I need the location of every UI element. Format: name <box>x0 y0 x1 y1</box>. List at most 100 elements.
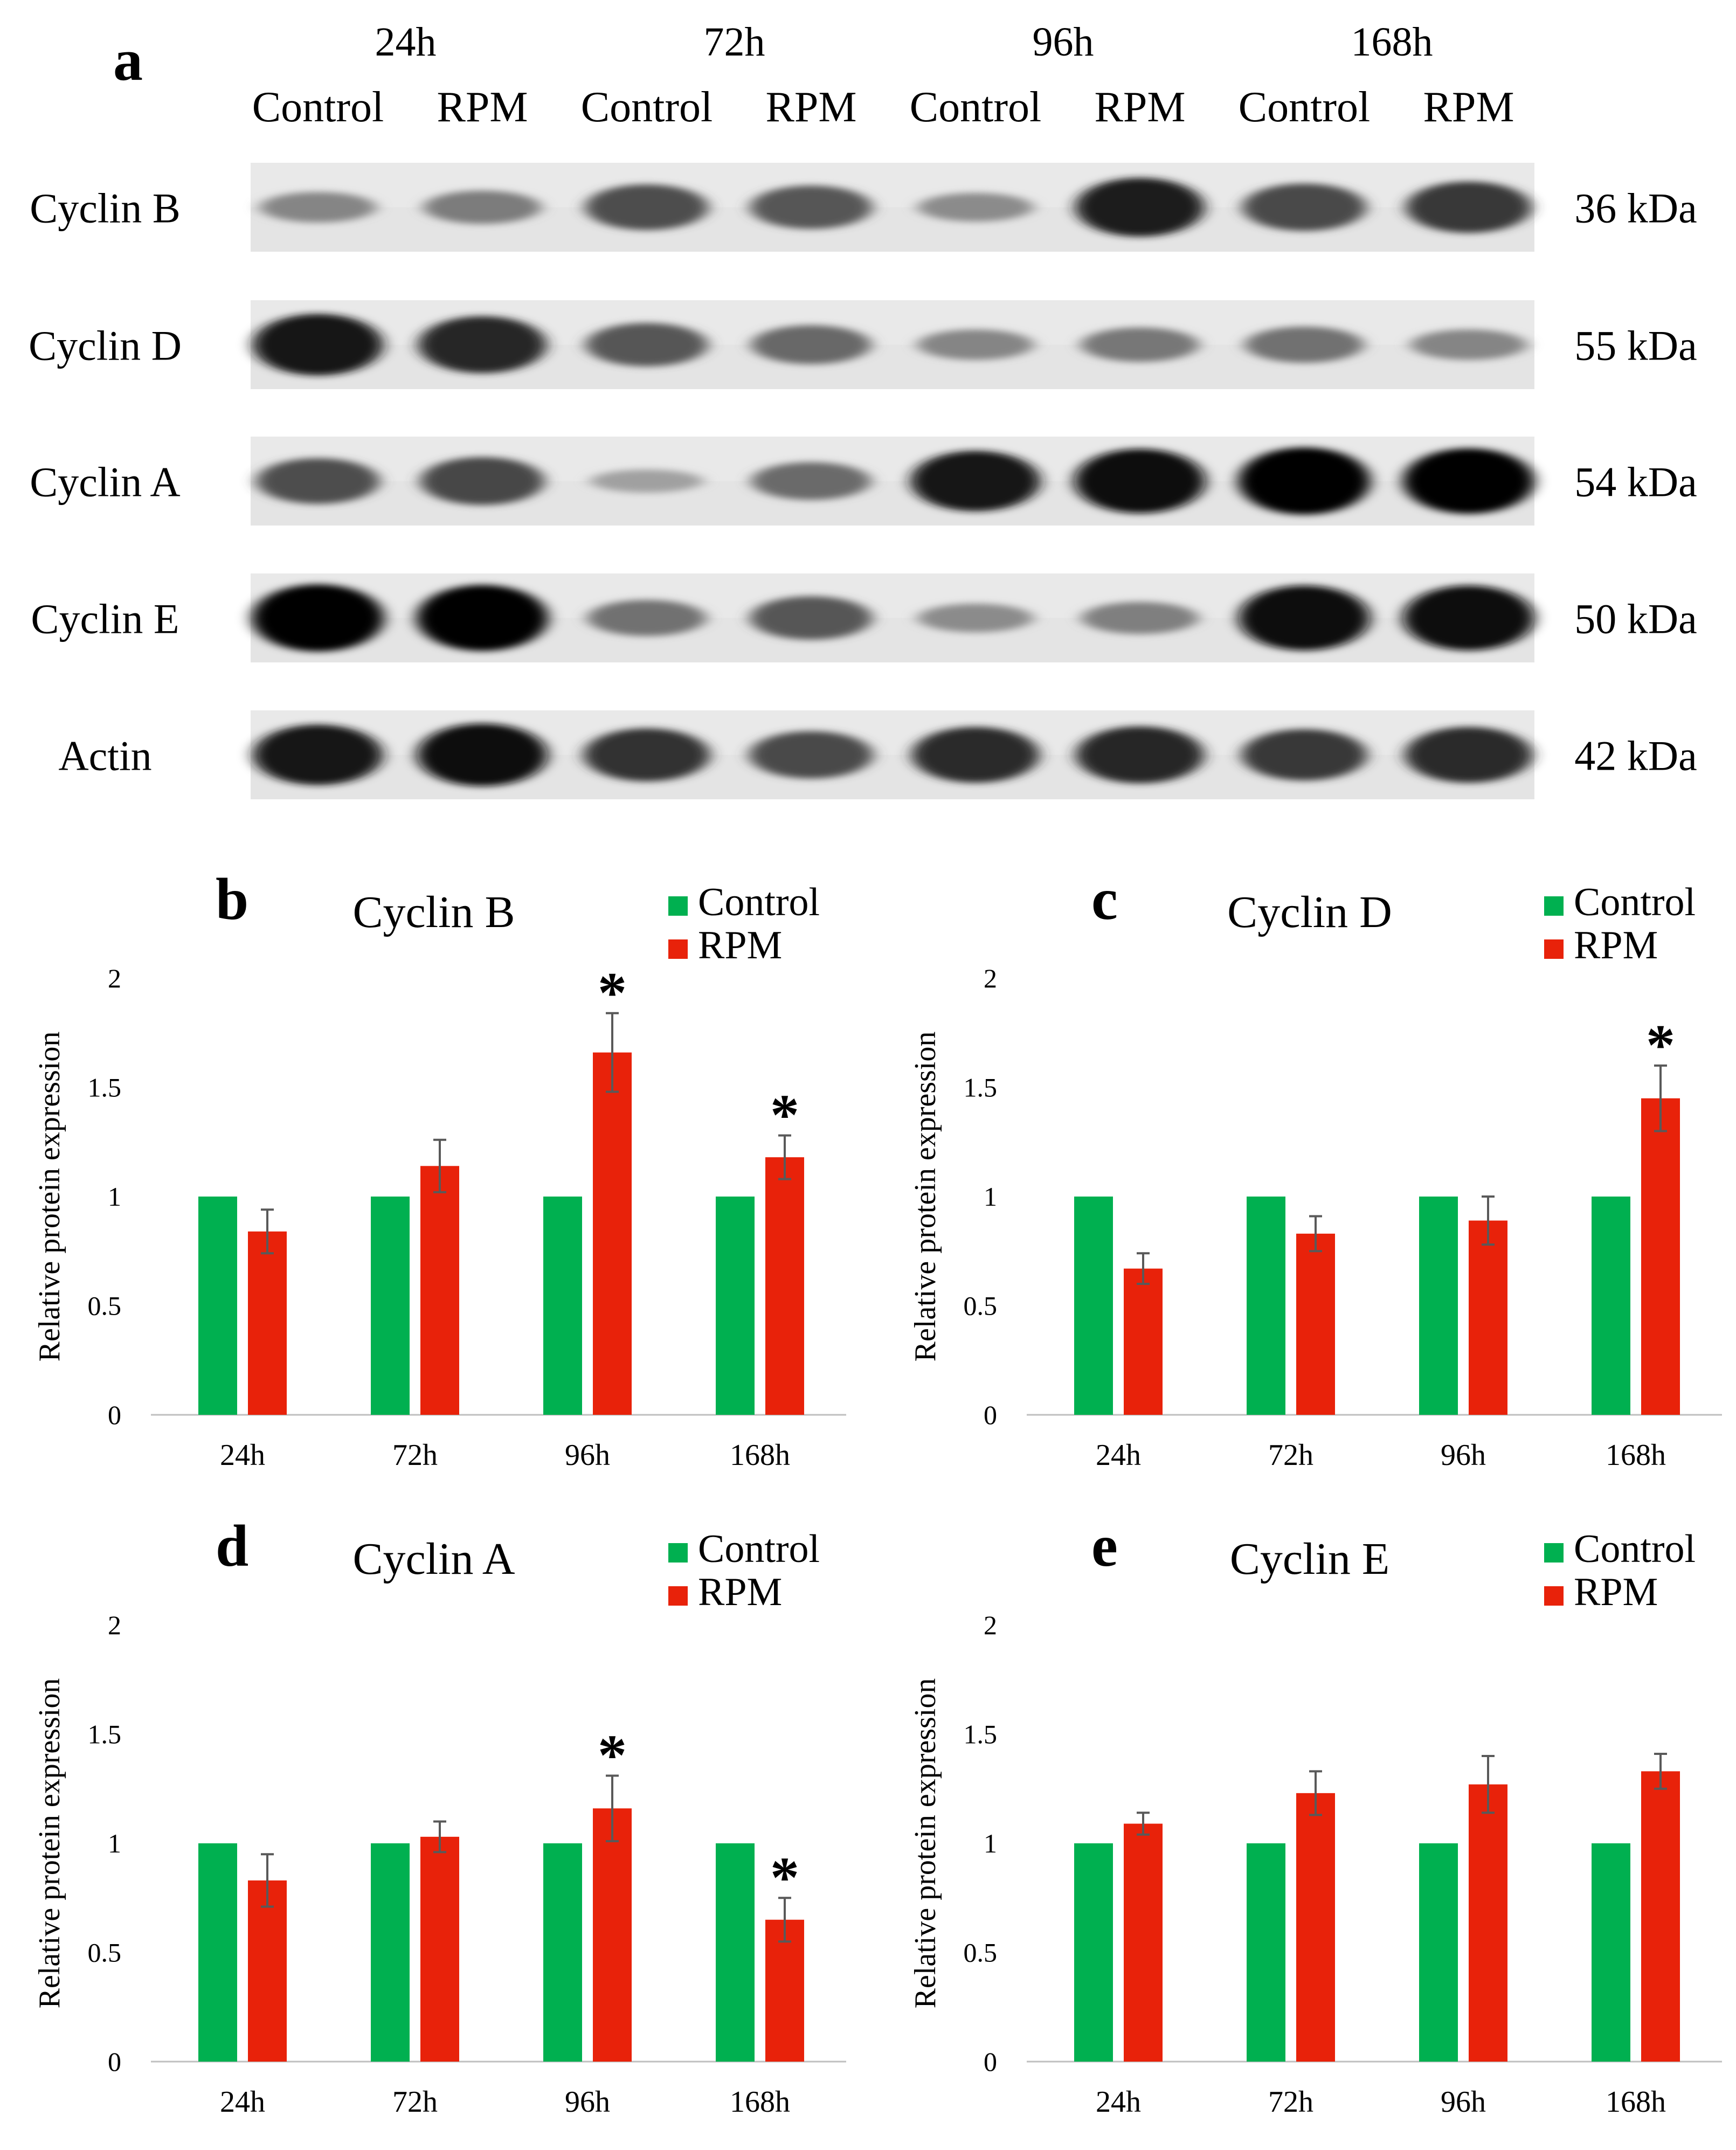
legend-label-rpm: RPM <box>1574 1570 1658 1614</box>
error-bar-rpm-72h <box>1309 1770 1322 1816</box>
x-tick-label-24h: 24h <box>1096 1439 1141 1472</box>
bar-control-96h <box>1419 1197 1458 1415</box>
error-bar-rpm-168h <box>778 1897 791 1943</box>
bar-rpm-96h <box>593 1052 632 1415</box>
blot-band-lane-4 <box>749 731 873 779</box>
blot-band-lane-3 <box>587 599 707 637</box>
blot-band-lane-4 <box>750 596 873 640</box>
condition-label-control-96h: Control <box>910 84 1041 131</box>
bar-control-72h <box>1247 1843 1285 2062</box>
legend-swatch-control <box>668 1543 688 1563</box>
error-bar-rpm-96h <box>606 1012 619 1093</box>
legend-label-rpm: RPM <box>698 1570 782 1614</box>
legend-swatch-rpm <box>1544 939 1564 959</box>
y-tick-label: 1.5 <box>964 1073 998 1103</box>
timepoint-label-96h: 96h <box>1033 19 1094 65</box>
protein-label: Cyclin B <box>30 185 181 232</box>
bar-rpm-72h <box>1296 1793 1335 2062</box>
legend-label-control: Control <box>698 880 820 924</box>
legend-label-control: Control <box>698 1527 820 1571</box>
blot-band-lane-8 <box>1403 585 1534 651</box>
y-tick-label: 2 <box>984 1610 997 1640</box>
bar-control-72h <box>1247 1197 1285 1415</box>
blot-band-lane-8 <box>1405 727 1532 783</box>
y-tick-label: 2 <box>108 963 121 993</box>
blot-band-lane-6 <box>1081 327 1199 362</box>
blot-bands <box>253 723 1532 786</box>
y-tick-label: 0 <box>108 2047 121 2077</box>
bar-control-168h <box>716 1197 755 1415</box>
bar-control-96h <box>1419 1843 1458 2062</box>
blot-band-lane-5 <box>912 727 1039 783</box>
bar-rpm-24h <box>248 1231 287 1415</box>
blot-band-lane-8 <box>1410 329 1527 360</box>
blot-band-lane-6 <box>1074 448 1206 514</box>
panel-letter: d <box>216 1513 248 1579</box>
error-bar-rpm-96h <box>606 1774 619 1842</box>
bar-control-168h <box>1592 1843 1630 2062</box>
condition-label-rpm-72h: RPM <box>766 84 857 131</box>
bar-control-72h <box>371 1843 410 2062</box>
significance-asterisk-168h: * <box>1646 1013 1675 1077</box>
y-tick-label: 1 <box>984 1181 997 1212</box>
x-tick-label-72h: 72h <box>1268 2085 1313 2119</box>
x-tick-label-72h: 72h <box>1268 1439 1313 1472</box>
x-tick-label-168h: 168h <box>1606 2085 1666 2119</box>
x-tick-label-24h: 24h <box>220 2085 265 2119</box>
blot-band-lane-1 <box>253 314 383 376</box>
x-tick-label-96h: 96h <box>565 2085 610 2119</box>
y-tick-label: 1 <box>984 1828 997 1858</box>
error-bar-rpm-168h <box>1654 1064 1667 1132</box>
legend-label-control: Control <box>1574 1527 1696 1571</box>
blot-band-lane-7 <box>1238 447 1371 515</box>
blot-band-lane-2 <box>420 457 544 506</box>
molecular-weight-label: 50 kDa <box>1574 596 1697 642</box>
blot-band-lane-1 <box>253 724 383 785</box>
blot-band-lane-4 <box>751 462 871 500</box>
blot-band-lane-6 <box>1075 177 1205 237</box>
blot-band-lane-3 <box>584 728 710 782</box>
blot-band-lane-8 <box>1406 181 1532 233</box>
bar-rpm-72h <box>420 1166 459 1415</box>
bar-control-72h <box>371 1197 410 1415</box>
blot-band-lane-2 <box>418 316 547 374</box>
bar-rpm-168h <box>765 1157 804 1415</box>
bar-rpm-168h <box>1641 1771 1680 2062</box>
error-bar-rpm-168h <box>1654 1752 1667 1790</box>
blot-band-lane-1 <box>257 458 379 504</box>
y-tick-label: 0.5 <box>88 1291 122 1321</box>
legend-label-rpm: RPM <box>698 923 782 967</box>
y-tick-label: 1.5 <box>88 1719 122 1750</box>
timepoint-label-72h: 72h <box>704 19 765 65</box>
chart-title: Cyclin E <box>1230 1534 1389 1584</box>
bar-rpm-96h <box>1469 1220 1507 1415</box>
bar-control-24h <box>1074 1843 1113 2062</box>
blot-band-lane-4 <box>750 185 873 229</box>
blot-row-cyclin-b: Cyclin B 36 kDa <box>30 163 1697 252</box>
condition-label-rpm-96h: RPM <box>1095 84 1186 131</box>
protein-label: Actin <box>58 732 151 779</box>
blot-band-lane-3 <box>585 184 708 231</box>
blot-band-lane-7 <box>1242 183 1366 231</box>
y-axis-label: Relative protein expression <box>909 1678 942 2009</box>
blot-bands <box>253 314 1527 376</box>
legend-swatch-rpm <box>668 939 688 959</box>
molecular-weight-label: 54 kDa <box>1574 459 1697 506</box>
blot-band-lane-2 <box>424 190 541 224</box>
panel-letter: c <box>1091 866 1118 932</box>
bar-rpm-72h <box>1296 1233 1335 1415</box>
y-axis-label: Relative protein expression <box>909 1032 942 1362</box>
bar-control-24h <box>198 1197 237 1415</box>
blot-band-lane-6 <box>1081 602 1199 634</box>
blot-row-cyclin-d: Cyclin D 55 kDa <box>29 300 1697 389</box>
legend-label-control: Control <box>1574 880 1696 924</box>
chart-title: Cyclin D <box>1227 887 1392 937</box>
protein-label: Cyclin A <box>30 459 181 506</box>
molecular-weight-label: 36 kDa <box>1574 185 1697 232</box>
error-bar-rpm-24h <box>1137 1812 1150 1836</box>
